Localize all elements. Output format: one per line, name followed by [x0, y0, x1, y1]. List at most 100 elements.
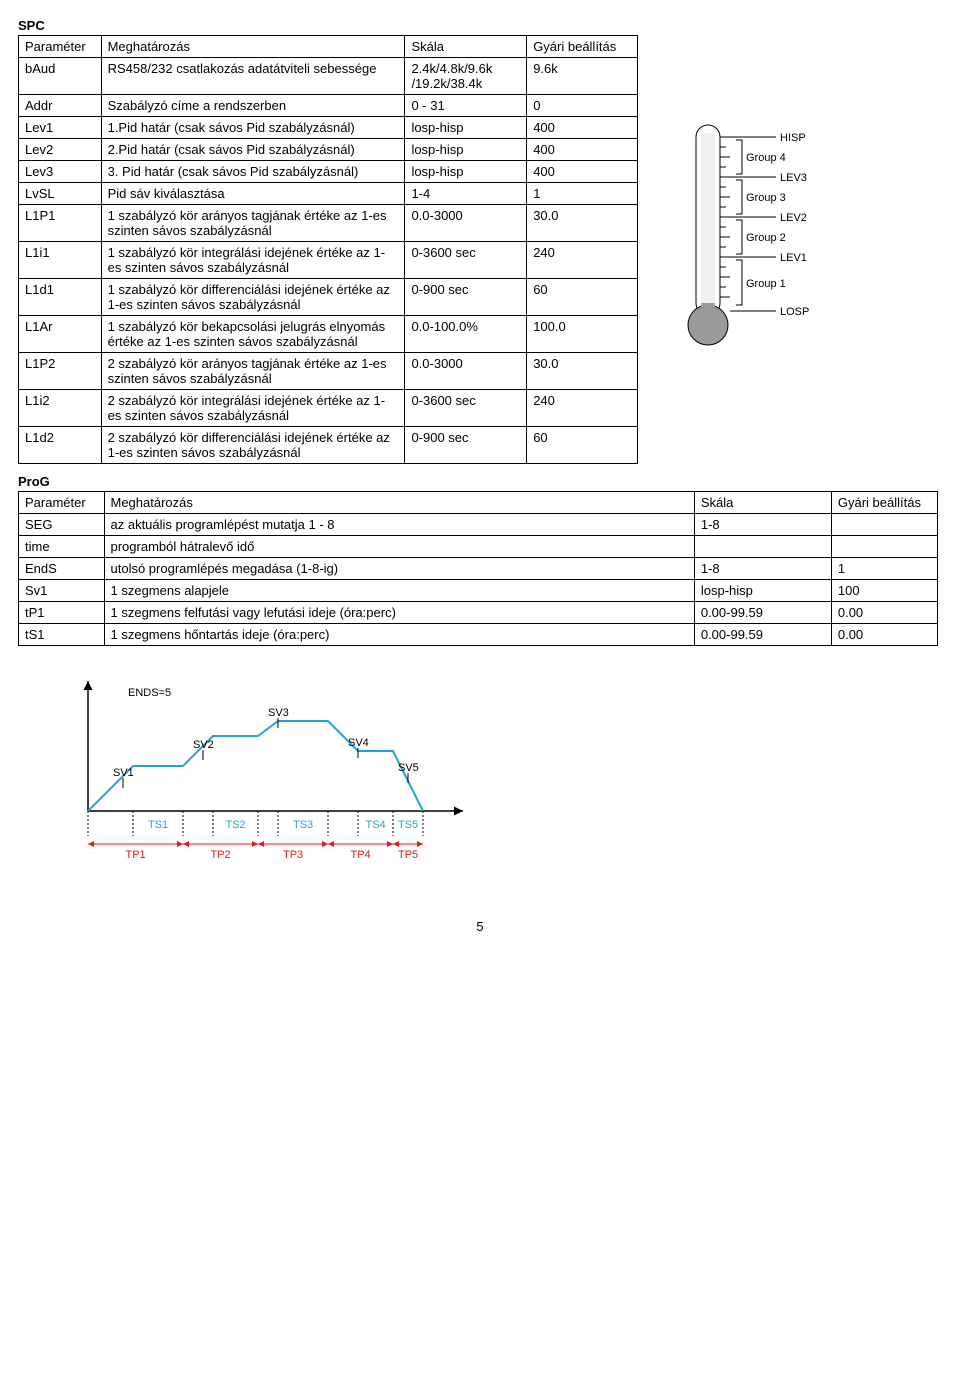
table-cell: 1 [831, 558, 937, 580]
table-cell [831, 536, 937, 558]
table-cell: 30.0 [527, 205, 638, 242]
table-cell: 0.00-99.59 [694, 624, 831, 646]
table-cell: 400 [527, 139, 638, 161]
table-cell: Lev2 [19, 139, 102, 161]
table-cell: az aktuális programlépést mutatja 1 - 8 [104, 514, 694, 536]
table-row: tP11 szegmens felfutási vagy lefutási id… [19, 602, 938, 624]
table-row: Lev22.Pid határ (csak sávos Pid szabályz… [19, 139, 638, 161]
table-cell: 60 [527, 279, 638, 316]
table-cell: L1d1 [19, 279, 102, 316]
table-cell: L1d2 [19, 427, 102, 464]
table-cell: 2 szabályzó kör integrálási idejének ért… [101, 390, 405, 427]
table-cell: 0 [527, 95, 638, 117]
table-cell: SEG [19, 514, 105, 536]
svg-text:TS5: TS5 [398, 819, 418, 831]
table-cell: 2 szabályzó kör arányos tagjának értéke … [101, 353, 405, 390]
svg-text:TP2: TP2 [211, 849, 231, 861]
table-cell: 0-3600 sec [405, 390, 527, 427]
table-row: L1d22 szabályzó kör differenciálási idej… [19, 427, 638, 464]
table-cell: 9.6k [527, 58, 638, 95]
col-header: Meghatározás [101, 36, 405, 58]
table-row: AddrSzabályzó címe a rendszerben0 - 310 [19, 95, 638, 117]
spc-table: Paraméter Meghatározás Skála Gyári beáll… [18, 35, 638, 464]
svg-text:TS2: TS2 [226, 819, 246, 831]
table-cell: 1-4 [405, 183, 527, 205]
svg-text:TP4: TP4 [351, 849, 371, 861]
table-cell: EndS [19, 558, 105, 580]
table-cell: 3. Pid határ (csak sávos Pid szabályzásn… [101, 161, 405, 183]
table-row: bAudRS458/232 csatlakozás adatátviteli s… [19, 58, 638, 95]
thermo-label: Group 1 [746, 278, 786, 290]
table-cell: Addr [19, 95, 102, 117]
col-header: Paraméter [19, 36, 102, 58]
table-cell: Pid sáv kiválasztása [101, 183, 405, 205]
table-cell: 1 szabályzó kör arányos tagjának értéke … [101, 205, 405, 242]
table-cell: L1i1 [19, 242, 102, 279]
table-cell: losp-hisp [405, 117, 527, 139]
thermometer-diagram: HISP Group 4 LEV3 Group 3 LEV2 Group 2 L… [646, 35, 926, 375]
table-row: SEGaz aktuális programlépést mutatja 1 -… [19, 514, 938, 536]
table-cell: 100 [831, 580, 937, 602]
table-row: L1Ar1 szabályzó kör bekapcsolási jelugrá… [19, 316, 638, 353]
thermo-label: LEV1 [780, 252, 807, 264]
page-number: 5 [18, 919, 942, 934]
svg-text:TS1: TS1 [148, 819, 168, 831]
table-cell: losp-hisp [694, 580, 831, 602]
table-cell: Lev3 [19, 161, 102, 183]
col-header: Paraméter [19, 492, 105, 514]
table-cell: 0.00 [831, 602, 937, 624]
table-cell: 1 szegmens hőntartás ideje (óra:perc) [104, 624, 694, 646]
table-cell: 0 - 31 [405, 95, 527, 117]
table-cell: losp-hisp [405, 139, 527, 161]
spc-row: Paraméter Meghatározás Skála Gyári beáll… [18, 35, 942, 464]
table-cell: L1P2 [19, 353, 102, 390]
table-row: LvSLPid sáv kiválasztása1-41 [19, 183, 638, 205]
thermo-label: LOSP [780, 306, 809, 318]
prog-table: Paraméter Meghatározás Skála Gyári beáll… [18, 491, 938, 646]
svg-text:SV4: SV4 [348, 737, 369, 749]
col-header: Gyári beállítás [527, 36, 638, 58]
table-cell: 1 szabályzó kör bekapcsolási jelugrás el… [101, 316, 405, 353]
table-cell: 0.0-3000 [405, 353, 527, 390]
svg-text:ENDS=5: ENDS=5 [128, 687, 171, 699]
thermo-label: Group 2 [746, 232, 786, 244]
table-row: L1i22 szabályzó kör integrálási idejének… [19, 390, 638, 427]
table-cell: 0-900 sec [405, 279, 527, 316]
table-cell: 0-900 sec [405, 427, 527, 464]
svg-text:TP1: TP1 [126, 849, 146, 861]
table-row: L1P11 szabályzó kör arányos tagjának ért… [19, 205, 638, 242]
table-cell: L1Ar [19, 316, 102, 353]
col-header: Skála [694, 492, 831, 514]
table-cell: utolsó programlépés megadása (1-8-ig) [104, 558, 694, 580]
col-header: Skála [405, 36, 527, 58]
table-cell [694, 536, 831, 558]
table-cell: 1 szegmens alapjele [104, 580, 694, 602]
svg-text:TP5: TP5 [398, 849, 418, 861]
table-cell: 0.0-100.0% [405, 316, 527, 353]
table-cell: 0-3600 sec [405, 242, 527, 279]
table-cell: 100.0 [527, 316, 638, 353]
svg-text:TS4: TS4 [366, 819, 386, 831]
col-header: Gyári beállítás [831, 492, 937, 514]
table-cell: 400 [527, 117, 638, 139]
table-cell: Szabályzó címe a rendszerben [101, 95, 405, 117]
table-cell: bAud [19, 58, 102, 95]
table-cell: 1.Pid határ (csak sávos Pid szabályzásná… [101, 117, 405, 139]
table-cell: time [19, 536, 105, 558]
svg-text:TS3: TS3 [293, 819, 313, 831]
thermo-label: Group 4 [746, 152, 786, 164]
table-cell: 2 szabályzó kör differenciálási idejének… [101, 427, 405, 464]
table-row: L1i11 szabályzó kör integrálási idejének… [19, 242, 638, 279]
table-header-row: Paraméter Meghatározás Skála Gyári beáll… [19, 492, 938, 514]
table-cell: tS1 [19, 624, 105, 646]
table-row: L1P22 szabályzó kör arányos tagjának ért… [19, 353, 638, 390]
table-cell: 2.4k/4.8k/9.6k /19.2k/38.4k [405, 58, 527, 95]
thermo-label: HISP [780, 132, 806, 144]
table-row: tS11 szegmens hőntartás ideje (óra:perc)… [19, 624, 938, 646]
table-row: Lev11.Pid határ (csak sávos Pid szabályz… [19, 117, 638, 139]
table-cell: 60 [527, 427, 638, 464]
table-cell: 0.0-3000 [405, 205, 527, 242]
table-cell: losp-hisp [405, 161, 527, 183]
prog-title: ProG [18, 474, 942, 489]
svg-text:TP3: TP3 [283, 849, 303, 861]
